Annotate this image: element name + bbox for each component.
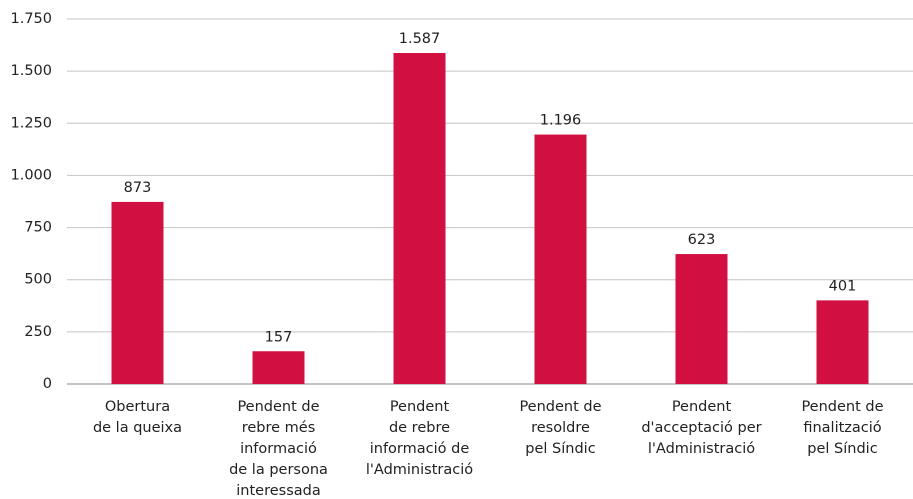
x-tick-label: Pendent de finalització pel Síndic xyxy=(801,399,883,457)
y-tick-label: 1.000 xyxy=(10,167,52,183)
bar xyxy=(111,201,164,384)
y-tick-label: 1.500 xyxy=(10,63,52,79)
y-tick-label: 1.250 xyxy=(10,115,52,131)
y-tick-label: 1.750 xyxy=(10,11,52,27)
y-tick-label: 0 xyxy=(43,376,52,392)
bar xyxy=(534,134,587,384)
bar xyxy=(816,300,869,384)
x-tick-label: Pendent de rebre informació de l'Administra… xyxy=(366,399,473,478)
value-label: 873 xyxy=(124,180,152,196)
x-tick-label: Pendent d'acceptació per l'Administració xyxy=(641,399,761,457)
y-tick-label: 250 xyxy=(24,324,52,340)
x-tick-label: Obertura de la queixa xyxy=(93,399,182,436)
y-tick-label: 750 xyxy=(24,220,52,236)
value-label: 1.196 xyxy=(540,113,582,129)
value-label: 1.587 xyxy=(399,31,441,47)
bar xyxy=(393,52,446,385)
value-label: 157 xyxy=(265,329,293,345)
x-tick-label: Pendent de rebre més informació de la perso… xyxy=(229,399,328,499)
bar xyxy=(675,254,728,384)
value-label: 401 xyxy=(829,278,857,294)
x-tick-label: Pendent de resoldre pel Síndic xyxy=(519,399,601,457)
value-label: 623 xyxy=(688,232,716,248)
y-tick-label: 500 xyxy=(24,272,52,288)
bar xyxy=(252,351,305,384)
